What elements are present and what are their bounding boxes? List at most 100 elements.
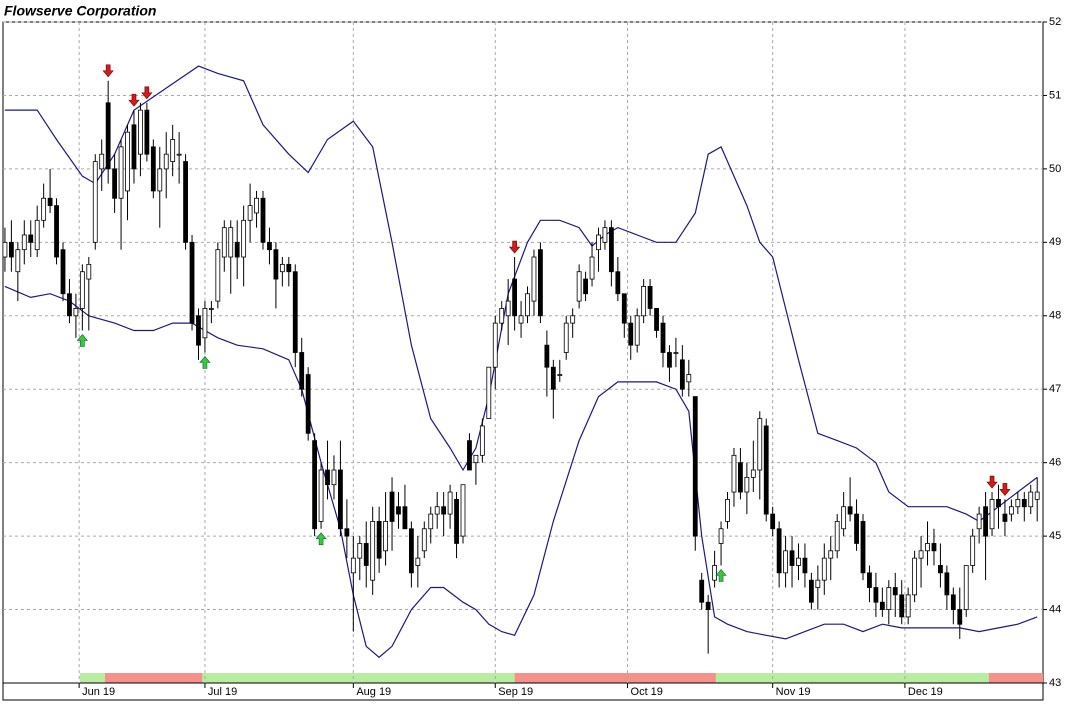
candle-body	[757, 418, 763, 471]
candle-body	[460, 484, 466, 537]
y-tick-label: 52	[1049, 16, 1061, 28]
candle-body	[925, 543, 930, 552]
candle-body	[938, 565, 943, 574]
candle-body	[299, 352, 305, 390]
candle-body	[1002, 513, 1008, 522]
candle-body	[467, 440, 472, 471]
candle-body	[667, 352, 672, 368]
candle-body	[525, 293, 530, 317]
candle-body	[518, 315, 524, 324]
candle-body	[912, 557, 918, 596]
candle-body	[15, 249, 21, 273]
candle-body	[654, 308, 659, 331]
candle-body	[247, 205, 253, 221]
candle-body	[802, 557, 808, 574]
sell-signal	[508, 240, 521, 254]
candle-body	[454, 498, 459, 544]
candle-body	[163, 153, 169, 170]
candle-body	[983, 506, 988, 537]
candle-body	[944, 572, 950, 596]
candle-body	[376, 521, 382, 559]
y-tick-label: 50	[1049, 163, 1061, 175]
buy-signal	[715, 569, 727, 582]
sell-signal	[102, 64, 114, 78]
candle-body	[47, 197, 53, 207]
candle-body	[828, 550, 834, 559]
candle-body	[486, 366, 492, 420]
buy-signal	[76, 333, 88, 347]
sell-signal	[141, 86, 153, 100]
candle-body	[305, 374, 311, 434]
candle-body	[28, 234, 34, 243]
candle-body	[34, 219, 40, 251]
regime-segment	[988, 673, 1043, 683]
regime-segment	[79, 673, 105, 683]
candle-body	[776, 528, 782, 574]
bollinger-band	[4, 65, 1038, 523]
x-tick-label: Nov 19	[776, 686, 811, 698]
candle-body	[318, 469, 324, 522]
candle-body	[54, 205, 59, 258]
candle-body	[170, 139, 176, 162]
candle-body	[505, 300, 511, 317]
candle-body	[350, 557, 356, 574]
candle-body	[996, 498, 1001, 508]
candle-body	[99, 153, 105, 170]
candle-body	[202, 308, 208, 339]
candle-body	[738, 462, 743, 493]
candle-body	[679, 359, 685, 390]
regime-segment	[104, 673, 203, 683]
candle-body	[183, 161, 188, 243]
candle-body	[596, 234, 601, 251]
candle-body	[325, 469, 330, 486]
candle-body	[692, 396, 698, 537]
candle-body	[2, 241, 8, 258]
candle-body	[899, 594, 905, 618]
buy-signal	[315, 532, 327, 546]
candle-body	[421, 528, 427, 552]
y-tick-label: 47	[1049, 383, 1061, 395]
sell-signal	[128, 93, 140, 107]
candle-body	[118, 146, 124, 199]
candle-body	[1028, 491, 1034, 508]
candle-body	[279, 263, 285, 273]
candle-body	[512, 278, 518, 317]
candle-body	[41, 197, 47, 221]
candle-body	[176, 153, 182, 156]
candle-body	[705, 601, 711, 610]
candle-body	[408, 528, 414, 574]
candle-body	[228, 227, 234, 258]
candle-body	[473, 454, 479, 464]
candle-body	[815, 579, 821, 588]
candle-body	[834, 521, 840, 552]
candle-body	[867, 572, 872, 588]
candle-body	[1008, 506, 1014, 515]
candle-body	[673, 352, 679, 354]
y-tick-label: 49	[1049, 236, 1061, 248]
candle-body	[957, 609, 963, 625]
candle-body	[873, 587, 879, 603]
plot-frame	[2, 21, 1044, 701]
candle-body	[615, 271, 621, 295]
candle-body	[602, 227, 608, 243]
candle-body	[718, 528, 724, 544]
candle-body	[402, 506, 408, 530]
candle-body	[434, 506, 440, 515]
candle-body	[931, 543, 937, 552]
candle-body	[8, 241, 14, 258]
candle-body	[583, 278, 588, 295]
candle-body	[970, 535, 976, 566]
candle-body	[260, 197, 266, 243]
candle-body	[189, 241, 195, 324]
candle-body	[105, 102, 111, 170]
candle-body	[389, 491, 395, 522]
candle-body	[628, 322, 634, 346]
candle-body	[744, 476, 750, 493]
x-tick-label: Aug 19	[356, 686, 391, 698]
candle-body	[415, 557, 421, 566]
candle-body	[196, 315, 201, 346]
candle-body	[750, 469, 756, 478]
candle-body	[221, 227, 227, 258]
candle-body	[383, 521, 388, 552]
